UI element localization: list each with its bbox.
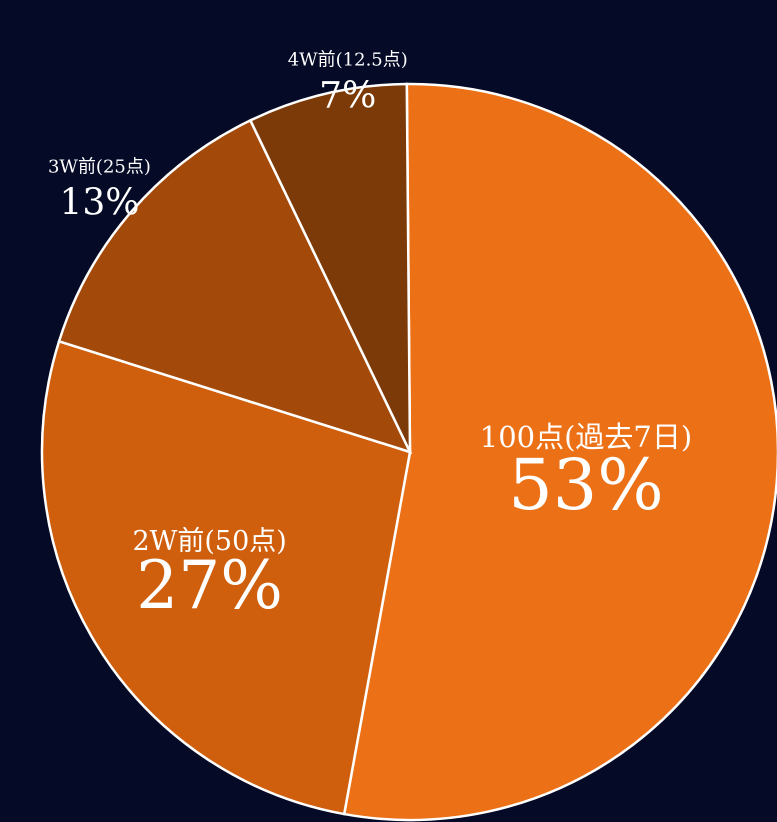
slice-label-2: 2W前(50点)	[132, 526, 286, 557]
slice-percent-2: 27%	[136, 547, 283, 624]
slice-label-3: 3W前(25点)	[48, 156, 151, 177]
pie-slice-3	[57, 118, 413, 455]
pie-slice-2	[40, 339, 412, 816]
slice-label-4: 4W前(12.5点)	[288, 50, 408, 71]
slice-percent-4: 7%	[319, 76, 376, 117]
pie-slice-4	[248, 82, 412, 453]
slice-label-1: 100点(過去7日)	[480, 420, 692, 454]
slice-percent-1: 53%	[508, 444, 664, 526]
slice-percent-3: 13%	[59, 182, 139, 223]
